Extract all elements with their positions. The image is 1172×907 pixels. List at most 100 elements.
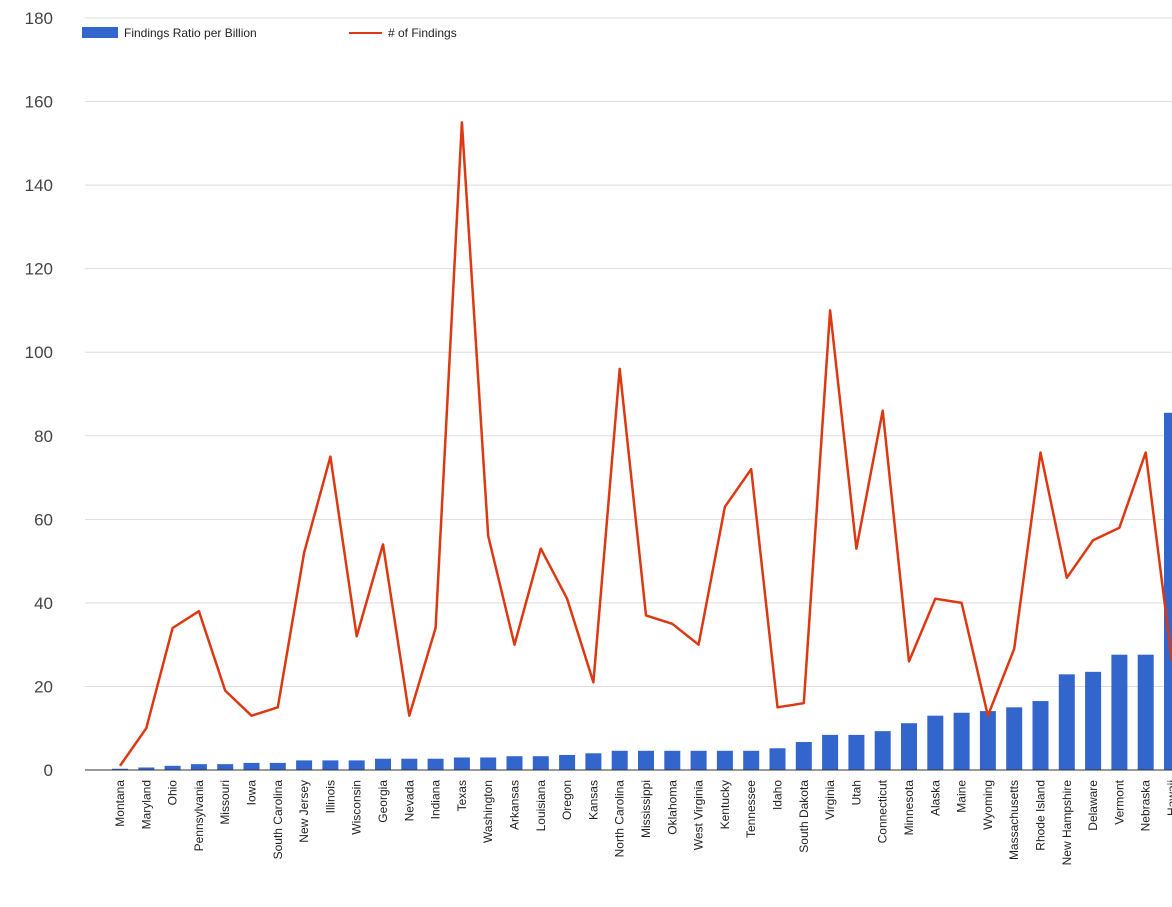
x-tick-label-hawaii: Hawaii <box>1165 780 1172 816</box>
bar-georgia <box>375 758 391 770</box>
x-tick-label-maryland: Maryland <box>139 780 153 829</box>
gridlines <box>85 17 1172 687</box>
x-tick-label-arkansas: Arkansas <box>508 780 522 830</box>
x-tick-label-alaska: Alaska <box>928 780 942 816</box>
bar-wyoming <box>979 711 996 770</box>
x-tick-label-new-jersey: New Jersey <box>297 780 311 843</box>
bar-alaska <box>927 715 944 770</box>
bar-connecticut <box>874 731 891 770</box>
bar-oregon <box>559 754 576 770</box>
x-tick-label-south-dakota: South Dakota <box>797 780 811 853</box>
x-axis-category-labels: Montana Maryland Ohio Pennsylvania Missouri I… <box>113 779 1172 865</box>
y-tick-label-60: 60 <box>34 510 53 529</box>
bar-north-carolina <box>611 750 628 770</box>
x-tick-label-montana: Montana <box>113 780 127 827</box>
x-tick-label-iowa: Iowa <box>245 780 259 806</box>
x-tick-label-connecticut: Connecticut <box>876 779 890 843</box>
bar-idaho <box>769 748 786 770</box>
y-tick-label-160: 160 <box>25 93 53 112</box>
x-tick-label-wisconsin: Wisconsin <box>350 780 364 835</box>
y-tick-label-40: 40 <box>34 594 53 613</box>
bar-nevada <box>401 758 418 770</box>
x-tick-label-oregon: Oregon <box>560 780 574 820</box>
x-tick-label-minnesota: Minnesota <box>902 780 916 836</box>
bar-maryland <box>138 767 155 770</box>
bar-oklahoma <box>664 750 681 770</box>
x-tick-label-south-carolina: South Carolina <box>271 780 285 860</box>
x-tick-label-west-virginia: West Virginia <box>692 780 706 851</box>
y-tick-label-0: 0 <box>44 761 53 780</box>
x-tick-label-missouri: Missouri <box>218 780 232 825</box>
bar-louisiana <box>532 756 549 770</box>
y-tick-label-180: 180 <box>25 9 53 28</box>
x-tick-label-delaware: Delaware <box>1086 780 1100 831</box>
bar-arkansas <box>506 756 523 770</box>
y-tick-label-140: 140 <box>25 176 53 195</box>
y-tick-label-100: 100 <box>25 343 53 362</box>
x-tick-label-louisiana: Louisiana <box>534 780 548 832</box>
bar-maine <box>953 712 970 770</box>
x-tick-label-ohio: Ohio <box>166 780 180 806</box>
x-tick-label-georgia: Georgia <box>376 780 390 823</box>
bar-mississippi <box>638 750 654 770</box>
x-tick-label-nevada: Nevada <box>402 780 416 822</box>
bars-findings-ratio-per-billion <box>112 412 1172 770</box>
x-tick-label-washington: Washington <box>481 780 495 843</box>
x-tick-label-illinois: Illinois <box>323 780 337 813</box>
y-tick-label-120: 120 <box>25 260 53 279</box>
bar-nebraska <box>1137 654 1154 770</box>
x-tick-label-tennessee: Tennessee <box>744 780 758 838</box>
bar-hawaii <box>1164 412 1172 770</box>
x-tick-label-kentucky: Kentucky <box>718 780 732 829</box>
bar-new-jersey <box>296 760 313 770</box>
bar-minnesota <box>901 723 917 770</box>
x-tick-label-kansas: Kansas <box>586 780 600 820</box>
bar-south-dakota <box>795 742 812 770</box>
bar-washington <box>480 757 497 770</box>
y-tick-label-80: 80 <box>34 427 53 446</box>
bar-kentucky <box>716 750 733 770</box>
x-tick-label-virginia: Virginia <box>823 780 837 820</box>
bar-tennessee <box>743 750 760 770</box>
bar-indiana <box>427 758 444 770</box>
x-tick-label-new-hampshire: New Hampshire <box>1060 780 1074 866</box>
bar-virginia <box>822 734 839 770</box>
x-tick-label-rhode-island: Rhode Island <box>1034 780 1048 851</box>
bar-pennsylvania <box>190 764 207 770</box>
y-tick-label-20: 20 <box>34 677 53 696</box>
x-tick-label-nebraska: Nebraska <box>1139 780 1153 832</box>
bar-iowa <box>243 762 260 770</box>
line-series-number-of-findings <box>118 121 1172 767</box>
legend-label-number-of-findings: # of Findings <box>388 26 457 40</box>
bar-rhode-island <box>1032 701 1049 770</box>
bar-texas <box>453 757 470 770</box>
x-tick-label-mississippi: Mississippi <box>639 780 653 838</box>
line-number-of-findings <box>118 121 1172 767</box>
legend-swatch-findings-ratio <box>82 27 118 38</box>
x-tick-label-wyoming: Wyoming <box>981 780 995 830</box>
bar-utah <box>848 734 865 770</box>
x-tick-label-idaho: Idaho <box>771 780 785 810</box>
y-axis-tick-labels: 0 20 40 60 80 100 120 140 160 180 <box>25 9 53 780</box>
bar-delaware <box>1085 671 1102 770</box>
x-tick-label-utah: Utah <box>849 780 863 805</box>
legend: Findings Ratio per Billion # of Findings <box>82 26 457 40</box>
bar-ohio <box>164 765 181 770</box>
bar-massachusetts <box>1006 707 1023 770</box>
x-tick-label-north-carolina: North Carolina <box>613 780 627 858</box>
bar-vermont <box>1111 654 1128 770</box>
x-tick-label-oklahoma: Oklahoma <box>665 780 679 835</box>
x-tick-label-texas: Texas <box>455 780 469 811</box>
x-tick-label-vermont: Vermont <box>1112 779 1126 824</box>
bar-west-virginia <box>690 750 707 770</box>
x-tick-label-maine: Maine <box>955 780 969 813</box>
bar-illinois <box>322 760 339 770</box>
x-tick-label-indiana: Indiana <box>429 780 443 820</box>
x-tick-label-pennsylvania: Pennsylvania <box>192 780 206 852</box>
bar-kansas <box>585 753 602 770</box>
bar-new-hampshire <box>1058 674 1075 770</box>
legend-label-findings-ratio: Findings Ratio per Billion <box>124 26 257 40</box>
bar-wisconsin <box>348 760 365 770</box>
x-tick-label-massachusetts: Massachusetts <box>1007 780 1021 860</box>
